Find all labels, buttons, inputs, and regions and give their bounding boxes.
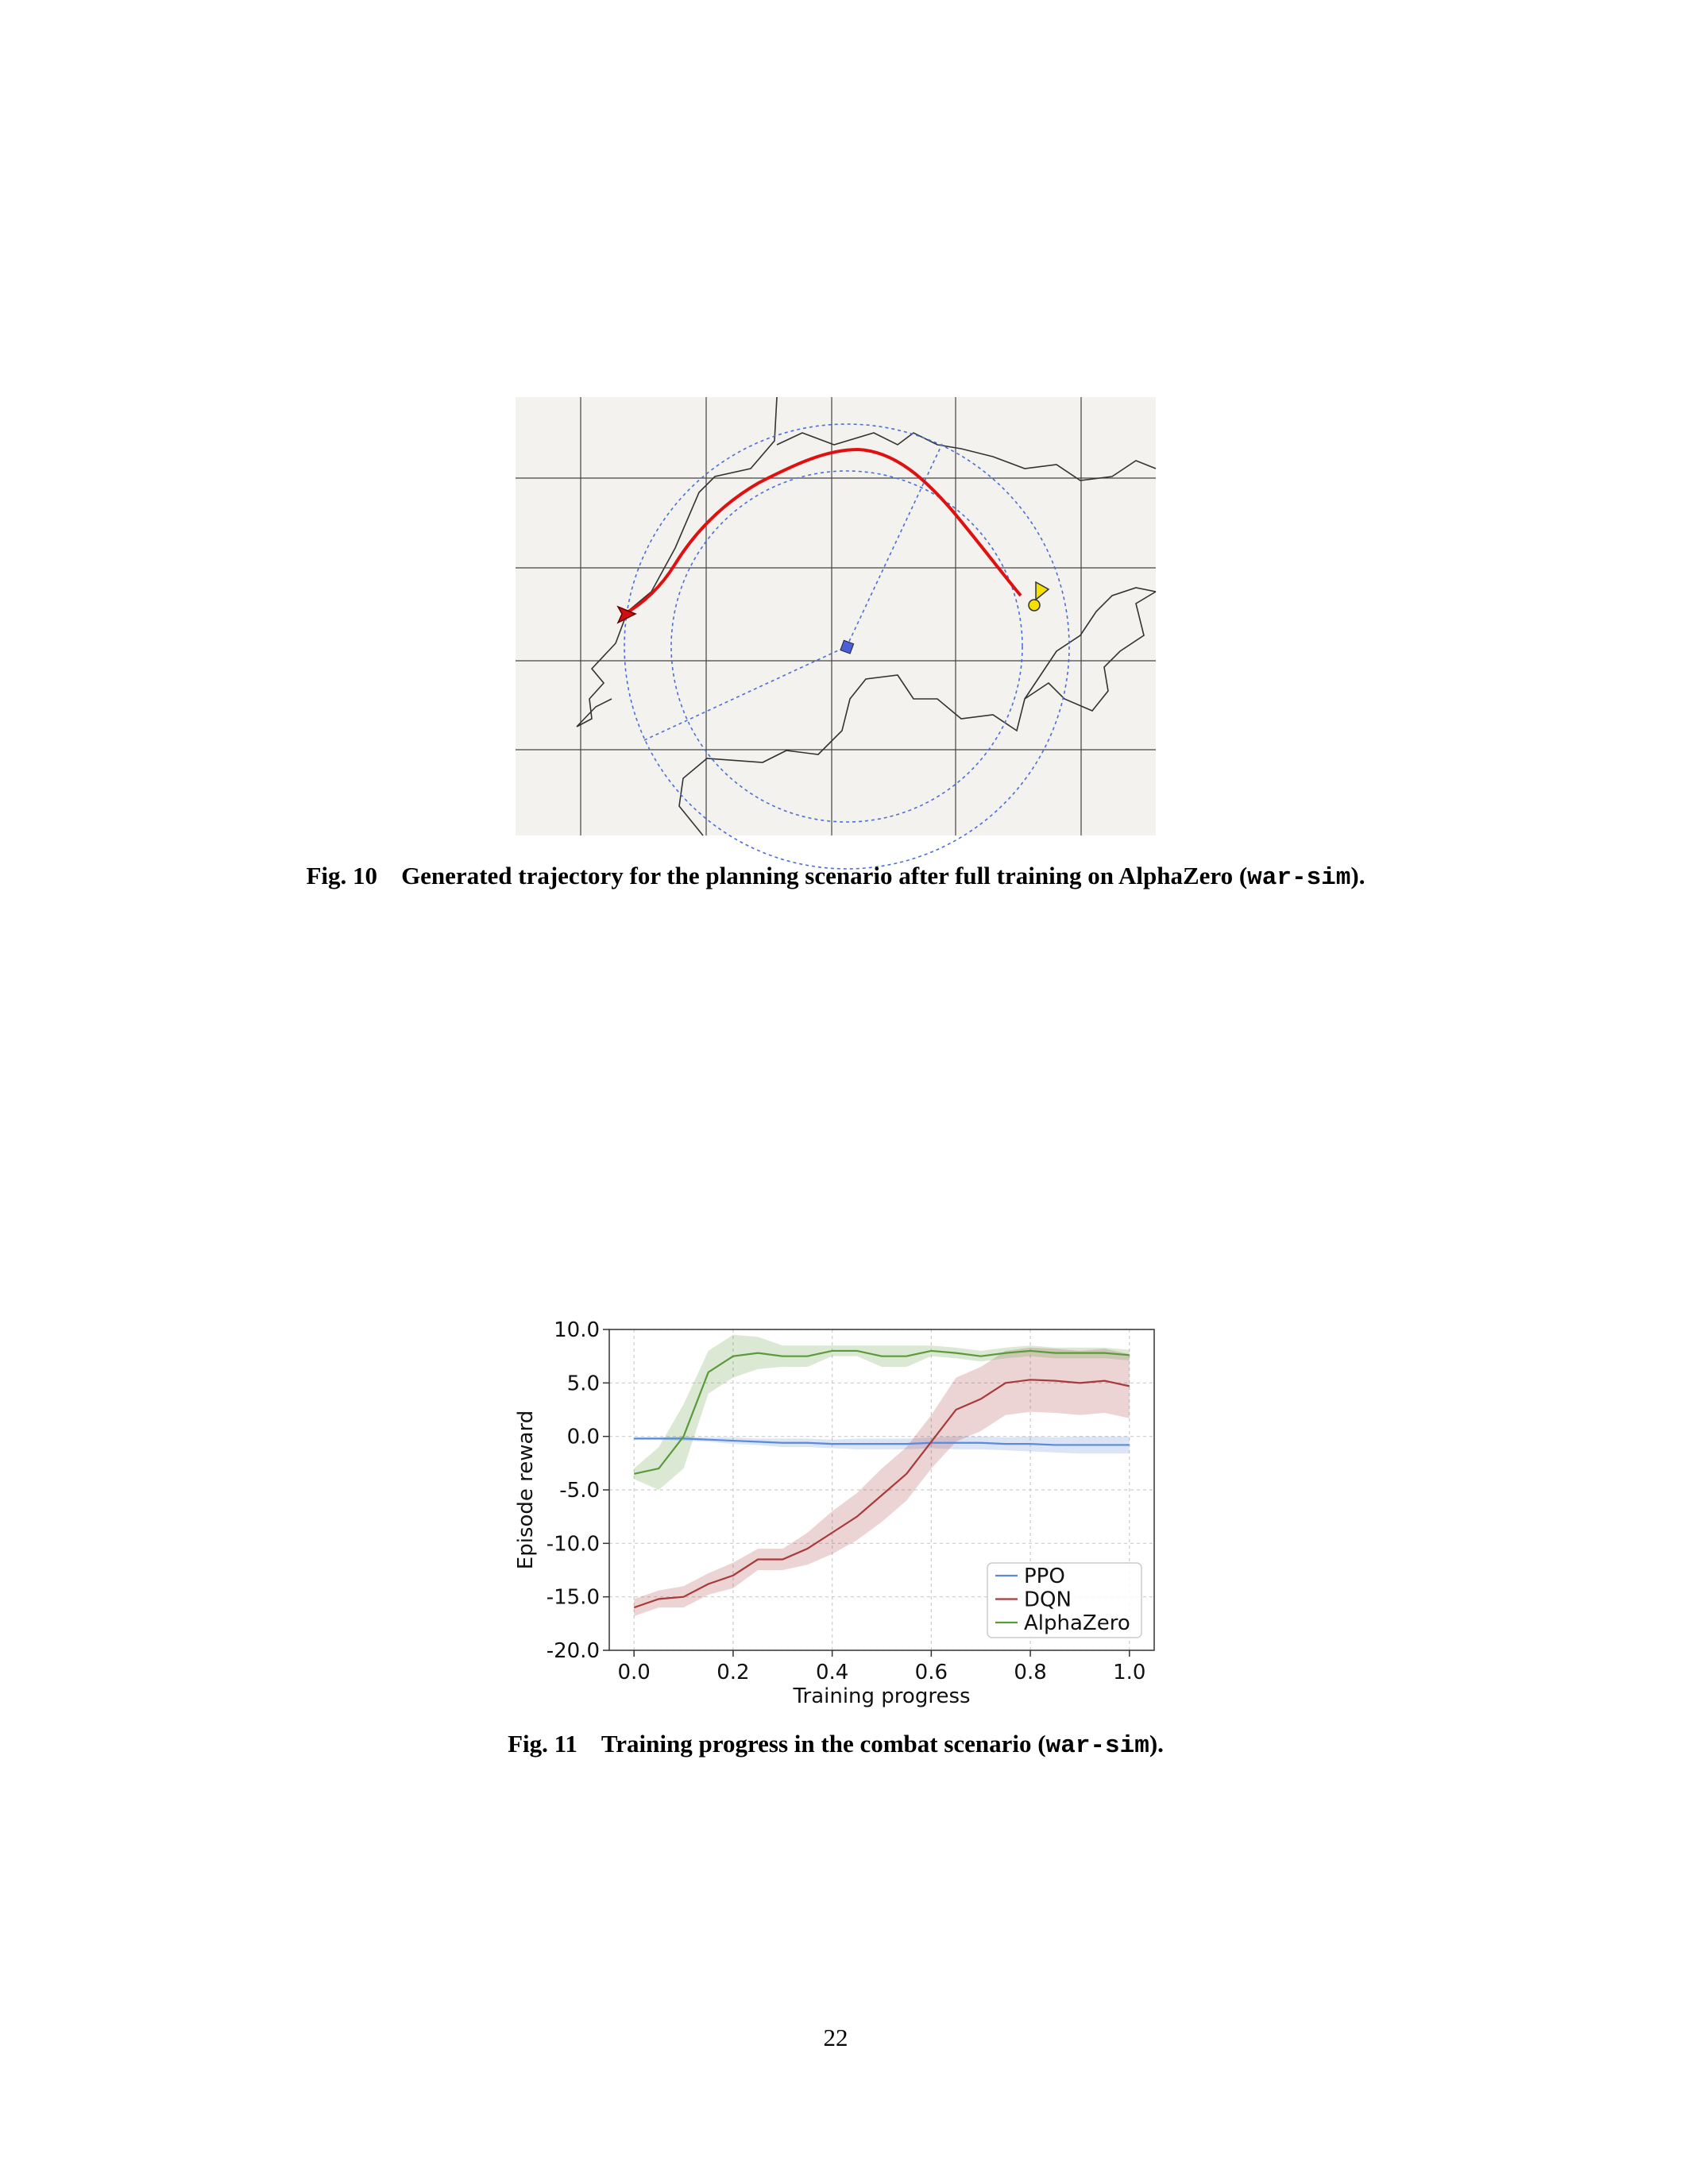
x-tick-label: 0.4	[816, 1661, 848, 1684]
caption-text: ).	[1149, 1730, 1164, 1758]
std-band	[634, 1347, 1130, 1616]
caption-code: war-sim	[1046, 1732, 1149, 1760]
caption-label: Fig. 10	[307, 862, 378, 889]
x-tick-label: 0.2	[717, 1661, 749, 1684]
sensor	[840, 639, 855, 654]
map-figure	[516, 396, 1157, 870]
legend-label: PPO	[1024, 1565, 1065, 1588]
legend-box	[987, 1562, 1142, 1638]
x-tick-label: 1.0	[1113, 1661, 1145, 1684]
inner-range	[670, 470, 1023, 823]
legend-label: AlphaZero	[1024, 1611, 1130, 1635]
y-tick-label: -15.0	[547, 1586, 600, 1610]
caption-code: war-sim	[1247, 864, 1350, 892]
y-tick-label: 5.0	[567, 1372, 600, 1395]
std-band	[634, 1334, 1130, 1490]
y-tick-label: -10.0	[547, 1532, 600, 1556]
legend-label: DQN	[1024, 1588, 1072, 1612]
x-tick-label: 0.6	[915, 1661, 948, 1684]
caption-text: Training progress in the combat scenario…	[601, 1730, 1046, 1758]
series-line	[633, 1379, 1130, 1609]
chart: -20.0 -15.0 -10.0 -5.0 0.0 5.0 10.0 0.0 0.2 0.4 0.…	[514, 1318, 1155, 1708]
y-tick-label: 0.0	[567, 1426, 600, 1449]
y-tick-label: 10.0	[554, 1318, 600, 1342]
series-line	[633, 1349, 1130, 1475]
goal-flag	[1035, 581, 1050, 601]
page-number: 22	[824, 2024, 848, 2051]
goal	[1028, 599, 1041, 612]
x-axis-title: Training progress	[792, 1684, 970, 1708]
outer-range	[624, 423, 1070, 870]
x-tick-label: 0.8	[1014, 1661, 1046, 1684]
map-borders	[576, 396, 1157, 836]
map-grid	[516, 397, 1156, 835]
series-line	[634, 1437, 1130, 1446]
y-tick-label: -5.0	[559, 1479, 600, 1503]
caption-text: ).	[1350, 862, 1365, 889]
y-tick-label: -20.0	[547, 1639, 600, 1663]
caption-text: Generated trajectory for the planning sc…	[401, 862, 1247, 889]
y-axis-title: Episode reward	[514, 1410, 538, 1569]
aircraft	[616, 605, 637, 624]
trajectory	[624, 447, 1022, 615]
caption: Fig. 10 Generated trajectory for the plan…	[307, 862, 1365, 892]
map-background	[516, 397, 1156, 835]
axes-frame	[608, 1329, 1155, 1651]
caption: Fig. 11 Training progress in the combat s…	[508, 1730, 1164, 1760]
std-band	[634, 1436, 1130, 1454]
caption-label: Fig. 11	[508, 1730, 577, 1758]
x-tick-label: 0.0	[618, 1661, 651, 1684]
